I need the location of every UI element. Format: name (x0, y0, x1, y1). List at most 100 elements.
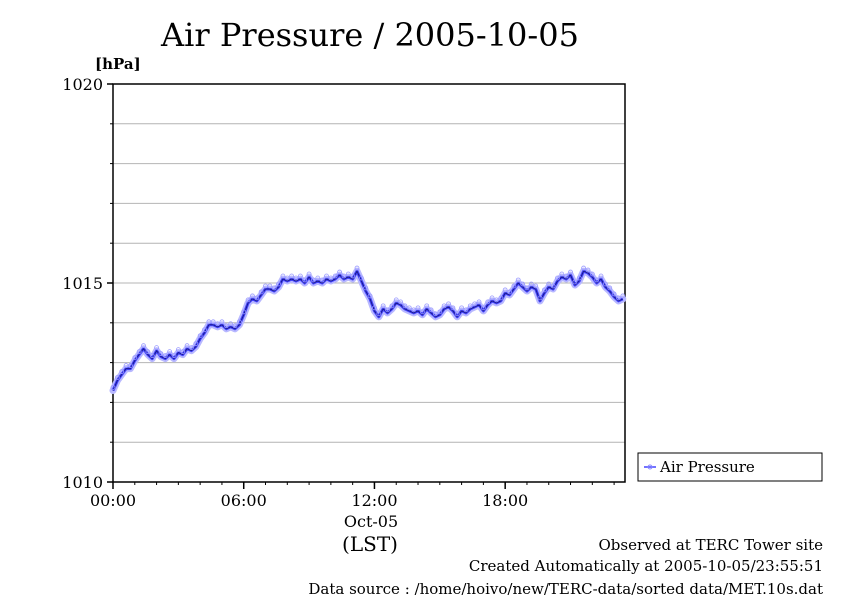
data-point-air-pressure (141, 343, 146, 349)
data-point-air-pressure (555, 275, 560, 281)
data-point-air-pressure (433, 311, 438, 317)
data-point-air-pressure (411, 307, 417, 313)
data-point-air-pressure (236, 319, 242, 325)
data-point-air-pressure (450, 305, 456, 311)
data-point-air-pressure (372, 305, 377, 311)
data-point-air-pressure (585, 267, 591, 273)
data-point-air-pressure (459, 305, 464, 311)
data-point-air-pressure (328, 275, 334, 281)
data-point-air-pressure (485, 299, 491, 305)
y-tick-label: 1010 (62, 473, 103, 492)
data-point-air-pressure (167, 349, 173, 355)
data-point-air-pressure (563, 273, 569, 279)
data-point-air-pressure (520, 281, 525, 287)
data-point-air-pressure (154, 345, 159, 351)
data-point-air-pressure (114, 375, 120, 380)
footer-created-text: Created Automatically at 2005-10-05/23:5… (469, 557, 823, 575)
data-point-air-pressure (302, 277, 308, 283)
data-point-air-pressure (175, 347, 181, 353)
x-axis: 00:00 06:00 12:00 18:00 (90, 482, 615, 510)
data-point-air-pressure (367, 293, 373, 299)
legend: Air Pressure (637, 452, 823, 482)
data-point-air-pressure (559, 271, 565, 277)
y-grid-lines (113, 123, 625, 443)
data-point-air-pressure (197, 333, 203, 339)
legend-box (637, 452, 823, 482)
data-point-air-pressure (223, 323, 229, 329)
data-point-air-pressure (319, 277, 325, 283)
data-point-air-pressure (241, 309, 247, 315)
data-point-air-pressure (232, 323, 238, 329)
legend-marker-air-pressure (647, 464, 653, 470)
data-point-air-pressure (419, 309, 425, 315)
data-point-air-pressure (480, 305, 486, 311)
data-point-air-pressure (332, 273, 338, 279)
data-point-air-pressure (128, 363, 133, 368)
data-point-air-pressure (284, 275, 290, 281)
data-point-air-pressure (607, 285, 613, 291)
data-point-air-pressure (363, 285, 369, 291)
x-tick-label: 18:00 (482, 491, 528, 510)
data-point-air-pressure (267, 283, 273, 289)
data-point-air-pressure (132, 355, 138, 361)
data-point-air-pressure (550, 283, 556, 289)
data-point-air-pressure (437, 309, 443, 315)
data-point-air-pressure (345, 271, 351, 277)
data-point-air-pressure (110, 385, 116, 390)
data-point-air-pressure (271, 285, 277, 291)
data-point-air-pressure (398, 299, 403, 305)
data-point-air-pressure (611, 291, 617, 297)
y-axis-unit-label: [hPa] (95, 55, 141, 73)
data-point-air-pressure (541, 287, 547, 293)
data-point-air-pressure (297, 273, 303, 279)
data-point-air-pressure (184, 343, 190, 349)
data-point-air-pressure (162, 353, 168, 359)
data-point-air-pressure (180, 349, 186, 355)
data-point-air-pressure (311, 277, 316, 283)
data-point-air-pressure (524, 285, 530, 291)
data-point-air-pressure (358, 275, 364, 281)
data-point-air-pressure (341, 273, 347, 279)
data-point-air-pressure (389, 303, 395, 309)
data-point-air-pressure (324, 273, 329, 279)
data-point-air-pressure (589, 271, 595, 277)
data-point-air-pressure (228, 321, 234, 327)
data-point-air-pressure (350, 273, 356, 279)
data-point-air-pressure (258, 289, 264, 295)
legend-entry-air-pressure: Air Pressure (659, 458, 755, 476)
data-point-air-pressure (385, 307, 390, 313)
data-point-air-pressure (441, 303, 447, 309)
data-point-air-pressure (254, 295, 260, 301)
data-point-air-pressure (306, 271, 312, 277)
data-point-air-pressure (393, 297, 399, 303)
data-point-air-pressure (202, 327, 207, 333)
data-point-air-pressure (215, 321, 220, 327)
data-point-air-pressure (415, 305, 421, 311)
data-point-air-pressure (463, 307, 469, 313)
data-point-air-pressure (189, 345, 194, 351)
data-point-air-pressure (528, 281, 534, 287)
data-point-air-pressure (572, 279, 578, 285)
data-point-air-pressure (454, 311, 460, 317)
x-tick-label: 12:00 (351, 491, 397, 510)
data-point-air-pressure (193, 341, 199, 347)
data-point-air-pressure (158, 351, 164, 357)
y-tick-label: 1015 (62, 274, 103, 293)
data-point-air-pressure (598, 273, 604, 279)
data-point-air-pressure (594, 277, 600, 283)
data-point-air-pressure (337, 269, 342, 275)
data-point-air-pressure (145, 349, 151, 355)
data-point-air-pressure (489, 295, 495, 301)
data-point-air-pressure (149, 353, 155, 359)
data-point-air-pressure (476, 299, 482, 305)
data-point-air-pressure (250, 293, 255, 299)
data-point-air-pressure (219, 319, 225, 325)
data-point-air-pressure (424, 303, 430, 309)
y-axis: 1010 1015 1020 (62, 75, 113, 492)
data-point-air-pressure (568, 269, 573, 275)
data-point-air-pressure (576, 275, 582, 281)
data-point-air-pressure (502, 287, 508, 293)
data-point-air-pressure (581, 265, 587, 271)
data-point-air-pressure (376, 311, 382, 317)
